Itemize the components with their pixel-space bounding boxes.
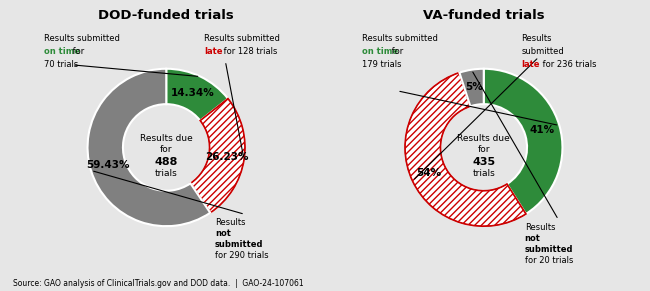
Text: Results: Results: [521, 34, 552, 43]
Text: Results: Results: [525, 223, 555, 232]
Text: trials: trials: [155, 169, 177, 178]
Text: submitted: submitted: [521, 47, 564, 56]
Text: not: not: [525, 234, 541, 243]
Text: Results due: Results due: [458, 134, 510, 143]
Wedge shape: [166, 69, 228, 120]
Text: Results submitted: Results submitted: [362, 34, 437, 43]
Text: for 128 trials: for 128 trials: [220, 47, 277, 56]
Text: 14.34%: 14.34%: [171, 88, 215, 97]
Text: for: for: [389, 47, 403, 56]
Title: DOD-funded trials: DOD-funded trials: [98, 8, 234, 22]
Text: 41%: 41%: [530, 125, 555, 135]
Text: Results submitted: Results submitted: [44, 34, 120, 43]
Title: VA-funded trials: VA-funded trials: [423, 8, 545, 22]
Text: 54%: 54%: [416, 168, 441, 178]
Wedge shape: [484, 69, 562, 214]
Text: 488: 488: [155, 157, 178, 167]
Wedge shape: [405, 72, 526, 226]
Text: Results: Results: [215, 218, 246, 227]
Text: for: for: [160, 145, 172, 154]
Text: for 236 trials: for 236 trials: [540, 60, 597, 68]
Text: Results due: Results due: [140, 134, 192, 143]
Text: for 290 trials: for 290 trials: [215, 251, 268, 260]
Text: for 20 trials: for 20 trials: [525, 256, 573, 265]
Text: late: late: [521, 60, 540, 68]
Text: not: not: [215, 229, 231, 238]
Text: 59.43%: 59.43%: [86, 160, 129, 170]
Text: on time: on time: [362, 47, 398, 56]
Text: trials: trials: [473, 169, 495, 178]
Text: 179 trials: 179 trials: [362, 60, 401, 68]
Text: 26.23%: 26.23%: [205, 152, 248, 162]
Text: 5%: 5%: [465, 82, 483, 92]
Text: Source: GAO analysis of ClinicalTrials.gov and DOD data.  |  GAO-24-107061: Source: GAO analysis of ClinicalTrials.g…: [13, 279, 304, 288]
Wedge shape: [190, 99, 245, 213]
Text: Results submitted: Results submitted: [204, 34, 280, 43]
Text: submitted: submitted: [525, 245, 573, 254]
Wedge shape: [88, 69, 210, 226]
Text: late: late: [204, 47, 222, 56]
Text: 70 trials: 70 trials: [44, 60, 79, 68]
Wedge shape: [460, 69, 484, 106]
Text: submitted: submitted: [215, 240, 263, 249]
Text: for: for: [70, 47, 84, 56]
Text: for: for: [478, 145, 490, 154]
Text: on time: on time: [44, 47, 81, 56]
Text: 435: 435: [472, 157, 495, 167]
